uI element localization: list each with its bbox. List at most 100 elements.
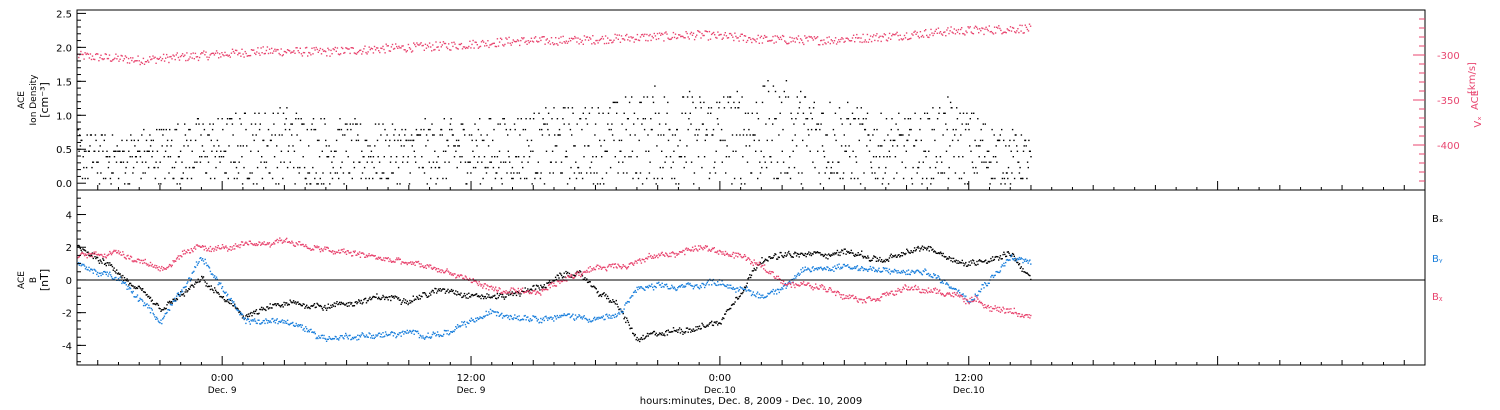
data-point [429, 264, 431, 266]
data-point [837, 254, 839, 256]
data-point [204, 156, 206, 158]
data-point [647, 335, 649, 337]
data-point [529, 118, 531, 120]
data-point [641, 287, 643, 289]
data-point [241, 313, 244, 316]
data-point [227, 248, 230, 250]
data-point [834, 134, 836, 136]
data-point [658, 332, 661, 334]
data-point [115, 53, 117, 55]
data-point [623, 318, 625, 320]
data-point [98, 60, 100, 62]
data-point [233, 305, 235, 307]
data-point [301, 305, 303, 307]
data-point [379, 51, 381, 54]
data-point [1022, 261, 1024, 264]
data-point [139, 287, 141, 289]
data-point [251, 243, 253, 245]
data-point [908, 38, 910, 40]
data-point [1026, 177, 1028, 180]
data-point [401, 45, 403, 47]
data-point [642, 33, 644, 36]
data-point [140, 298, 142, 301]
data-point [501, 293, 504, 296]
data-point [500, 177, 503, 180]
data-point [931, 128, 933, 131]
data-point [920, 271, 922, 274]
data-point [104, 256, 107, 258]
data-point [623, 112, 625, 114]
data-point [526, 177, 528, 180]
data-point [338, 249, 340, 251]
data-point [858, 268, 860, 270]
data-point [902, 269, 904, 272]
data-point [768, 293, 770, 295]
data-point [350, 47, 352, 49]
data-point [297, 325, 299, 328]
data-point [881, 261, 884, 263]
data-point [936, 161, 938, 163]
data-point [212, 52, 215, 54]
data-point [887, 270, 889, 272]
data-point [475, 41, 477, 44]
data-point [882, 267, 885, 269]
data-point [789, 156, 791, 158]
data-point [800, 183, 803, 185]
data-point [978, 32, 980, 34]
data-point [384, 335, 386, 337]
data-point [164, 308, 166, 310]
data-point [819, 128, 821, 131]
data-point [438, 335, 440, 338]
data-point [974, 25, 977, 27]
data-point [218, 156, 221, 158]
data-point [627, 118, 629, 120]
data-point [794, 41, 796, 43]
data-point [573, 172, 576, 174]
data-point [875, 156, 877, 158]
data-point [456, 47, 458, 50]
data-point [329, 55, 331, 57]
data-point [226, 123, 228, 125]
data-point [169, 56, 171, 58]
data-point [598, 112, 600, 114]
data-point [602, 293, 604, 295]
data-point [362, 252, 364, 254]
data-point [347, 250, 349, 252]
data-point [857, 118, 860, 120]
data-point [262, 320, 264, 322]
data-point [366, 300, 369, 302]
data-point [394, 261, 396, 263]
data-point [746, 161, 749, 163]
data-point [887, 271, 890, 274]
data-point [588, 281, 591, 283]
data-point [115, 249, 117, 252]
data-point [192, 250, 194, 253]
data-point [561, 314, 564, 317]
data-point [253, 310, 255, 313]
data-point [234, 49, 237, 51]
data-point [510, 172, 512, 174]
data-point [130, 256, 133, 258]
data-point [514, 292, 516, 295]
data-point [985, 161, 987, 163]
data-point [359, 49, 361, 52]
data-point [726, 284, 728, 286]
data-point [374, 123, 377, 125]
data-point [361, 332, 363, 334]
data-point [430, 177, 432, 180]
data-point [325, 50, 327, 53]
data-point [265, 318, 267, 320]
data-point [283, 50, 286, 53]
data-point [547, 42, 549, 44]
data-point [213, 291, 215, 294]
data-point [715, 36, 717, 39]
data-point [250, 242, 252, 245]
data-point [879, 256, 881, 259]
data-point [769, 292, 771, 295]
data-point [927, 245, 930, 248]
data-point [495, 172, 497, 174]
data-point [994, 177, 996, 180]
data-point [537, 318, 539, 321]
data-point [562, 314, 565, 317]
data-point [330, 49, 332, 52]
